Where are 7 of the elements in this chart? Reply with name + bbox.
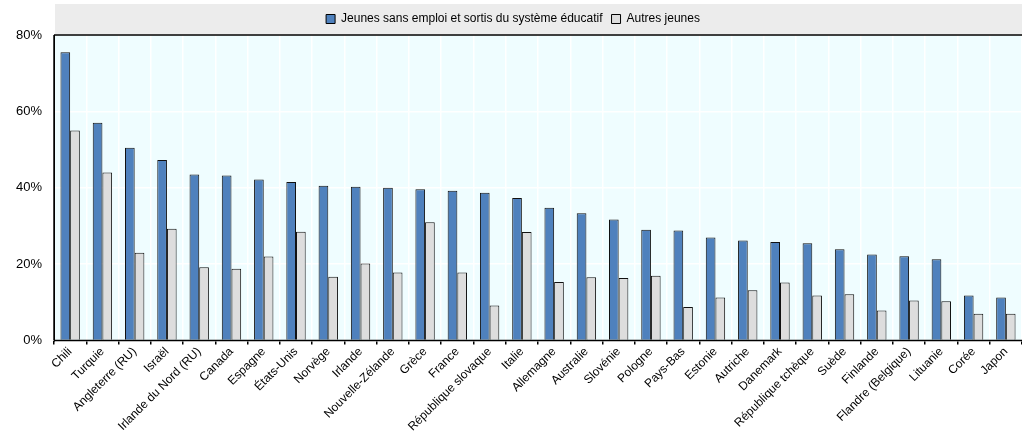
y-tick-label: 20% [15,255,43,271]
y-tick-label: 60% [15,102,43,118]
y-tick-label: 0% [23,332,43,348]
legend-label: Autres jeunes [626,11,700,26]
legend-label: Jeunes sans emploi et sortis du système éducatif [341,11,604,26]
y-tick-label: 80% [15,26,43,42]
y-tick-label: 40% [15,179,43,195]
